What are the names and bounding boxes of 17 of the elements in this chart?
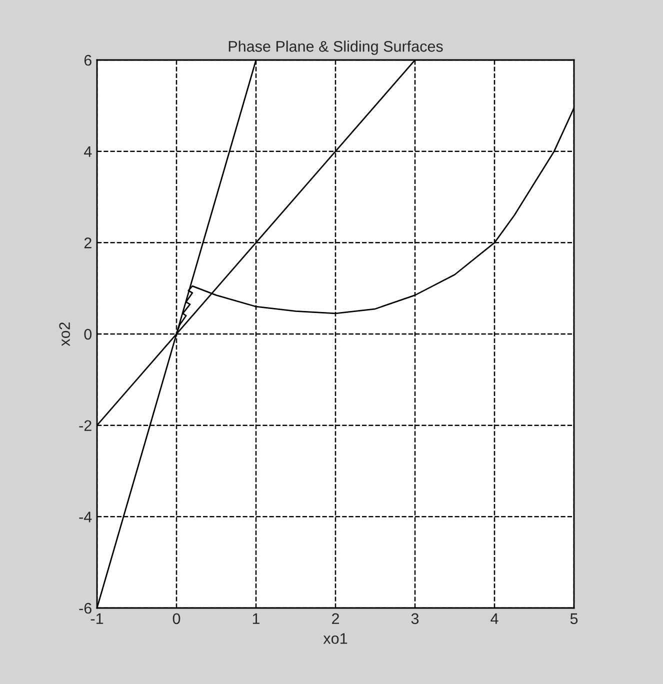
x-tick-label: 5 — [570, 613, 578, 624]
x-tick-label: 3 — [411, 613, 419, 624]
y-tick-label: 4 — [84, 146, 92, 157]
y-tick-label: 0 — [84, 328, 92, 340]
y-axis-title: xo2 — [59, 322, 70, 346]
x-axis-title: xo1 — [323, 633, 348, 644]
chart-title: Phase Plane & Sliding Surfaces — [228, 40, 443, 55]
y-tick-label: -2 — [79, 420, 92, 431]
x-tick-label: 1 — [252, 613, 260, 624]
y-tick-label: 2 — [84, 238, 92, 248]
x-tick-label: 4 — [490, 613, 498, 624]
y-tick-label: -6 — [79, 602, 92, 614]
y-tick-label: -4 — [79, 512, 92, 522]
x-tick-label: 0 — [172, 613, 180, 624]
x-tick-label: -1 — [90, 613, 104, 624]
x-tick-label: 2 — [332, 613, 339, 624]
y-tick-label: 6 — [84, 54, 92, 66]
